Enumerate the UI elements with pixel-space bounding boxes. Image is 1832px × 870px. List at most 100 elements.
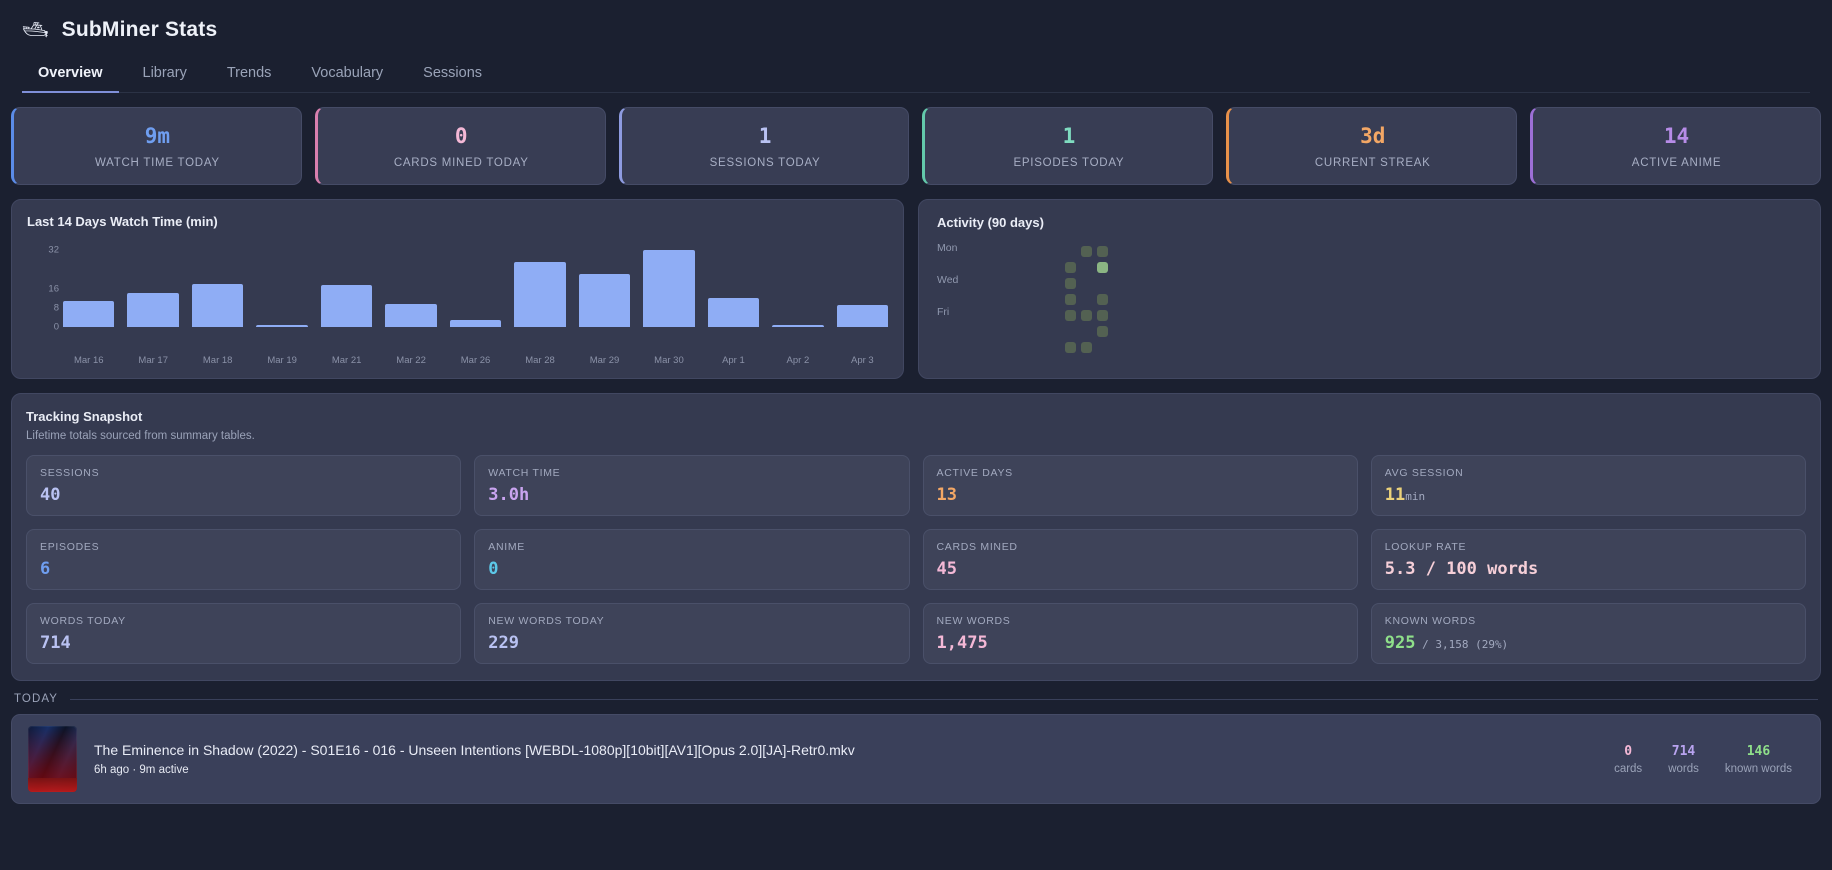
snapshot-cell-new-words: NEW WORDS 1,475 — [922, 603, 1358, 665]
bar — [707, 298, 760, 328]
heatmap-week-column — [1097, 246, 1108, 353]
heatmap-cell[interactable] — [1065, 310, 1076, 322]
y-tick-label: 0 — [53, 321, 59, 333]
tab-vocabulary[interactable]: Vocabulary — [311, 65, 384, 81]
bar — [385, 304, 437, 328]
heatmap-cell[interactable] — [1097, 326, 1108, 338]
heatmap-cell[interactable] — [1065, 326, 1076, 337]
heatmap-cell[interactable] — [1065, 342, 1076, 354]
snapshot-cell-primary: 229 — [488, 633, 519, 654]
episode-thumbnail — [28, 726, 77, 793]
bar-column[interactable] — [385, 245, 437, 328]
episode-stat-value: 714 — [1671, 743, 1696, 759]
snapshot-cell-value: 5.3 / 100 words — [1385, 561, 1792, 578]
tab-sessions[interactable]: Sessions — [423, 65, 483, 81]
episode-stats: 0 cards 714 words 146 known words — [1614, 744, 1804, 775]
bar-column[interactable] — [256, 245, 308, 328]
heatmap-cell[interactable] — [1065, 246, 1076, 257]
snapshot-cell-primary: 714 — [40, 633, 71, 654]
snapshot-title: Tracking Snapshot — [26, 409, 143, 425]
snapshot-cell-value: 229 — [488, 635, 895, 652]
tab-trends[interactable]: Trends — [226, 65, 272, 81]
x-tick-label: Apr 1 — [722, 355, 745, 367]
snapshot-cell-value: 13 — [937, 487, 1344, 504]
snapshot-cell-primary: 3.0h — [488, 485, 530, 506]
tab-library[interactable]: Library — [142, 65, 187, 81]
bar — [514, 261, 566, 328]
episode-title: The Eminence in Shadow (2022) - S01E16 -… — [94, 742, 855, 759]
heatmap-cell[interactable] — [1081, 246, 1092, 258]
bar-column[interactable] — [63, 245, 115, 328]
bar-column[interactable] — [772, 245, 824, 328]
episode-stat-value: 0 — [1624, 743, 1633, 759]
page-title: SubMiner Stats — [61, 18, 218, 41]
x-tick-label: Mar 18 — [202, 355, 233, 367]
snapshot-cell-label: LOOKUP RATE — [1384, 541, 1467, 554]
episode-stat-value: 146 — [1746, 743, 1771, 759]
kpi-row: 9m WATCH TIME TODAY 0 CARDS MINED TODAY 1 SES… — [0, 93, 1832, 186]
watch-time-chart-panel: Last 14 Days Watch Time (min) 32 16 8 0 Mar… — [11, 199, 904, 380]
snapshot-cell-anime: ANIME 0 — [474, 529, 910, 591]
kpi-label: SESSIONS TODAY — [709, 157, 821, 170]
snapshot-cell-episodes: EPISODES 6 — [26, 529, 462, 591]
bar-column[interactable] — [191, 245, 244, 328]
bar-column[interactable] — [707, 245, 760, 328]
bar-column[interactable] — [514, 245, 566, 328]
heatmap-cell[interactable] — [1097, 294, 1108, 306]
snapshot-cell-value: 1,475 — [937, 635, 1344, 652]
activity-heatmap: Mon Wed Fri — [937, 242, 1802, 354]
kpi-card-sessions-today: 1 SESSIONS TODAY — [618, 107, 910, 186]
heatmap-cell[interactable] — [1081, 342, 1092, 354]
bar — [578, 274, 631, 328]
heatmap-cell[interactable] — [1081, 310, 1092, 322]
snapshot-cell-value: 0 — [488, 561, 895, 578]
bar-column[interactable] — [578, 245, 631, 328]
x-tick-label: Mar 19 — [267, 355, 297, 367]
heatmap-cell[interactable] — [1097, 246, 1108, 258]
heatmap-cell[interactable] — [1081, 294, 1092, 305]
heatmap-cell[interactable] — [1097, 342, 1108, 353]
heatmap-cell[interactable] — [1065, 262, 1076, 274]
x-tick-label: Apr 2 — [786, 355, 810, 367]
heatmap-week-column — [1065, 246, 1076, 354]
heatmap-cell[interactable] — [1097, 262, 1108, 274]
heatmap-cell[interactable] — [1081, 262, 1092, 273]
snapshot-cell-value: 925 / 3,158 (29%) — [1385, 635, 1792, 652]
tab-overview[interactable]: Overview — [22, 57, 119, 93]
snapshot-cell-value: 3.0h — [488, 487, 895, 504]
snapshot-cell-label: CARDS MINED — [936, 541, 1018, 554]
heatmap-cell[interactable] — [1065, 278, 1076, 290]
snapshot-cell-primary: 11 — [1384, 485, 1406, 506]
bar-column[interactable] — [449, 245, 502, 328]
episode-stat: 146 known words — [1725, 744, 1792, 775]
snapshot-cell-avg-session: AVG SESSION 11min — [1370, 455, 1806, 517]
bar-column[interactable] — [836, 245, 889, 328]
kpi-card-current-streak: 3d CURRENT STREAK — [1226, 107, 1518, 186]
heatmap-cell[interactable] — [1097, 278, 1108, 289]
heatmap-cell[interactable] — [1081, 278, 1092, 289]
kpi-value: 0 — [454, 124, 468, 148]
x-tick-label: Mar 16 — [73, 355, 104, 367]
x-tick-label: Mar 30 — [654, 355, 684, 367]
snapshot-cell-label: EPISODES — [40, 541, 100, 554]
bar — [256, 324, 308, 328]
bar-column[interactable] — [643, 245, 695, 328]
snapshot-cell-label: NEW WORDS TODAY — [488, 615, 605, 628]
x-tick-label: Mar 26 — [460, 355, 491, 367]
kpi-value: 1 — [1062, 124, 1076, 148]
heatmap-cell[interactable] — [1081, 326, 1092, 337]
chart-title: Last 14 Days Watch Time (min) — [27, 214, 218, 230]
bar-column[interactable] — [320, 245, 373, 328]
heatmap-cell[interactable] — [1097, 310, 1108, 322]
heatmap-day-labels: Mon Wed Fri — [937, 242, 1065, 346]
heatmap-week-column — [1081, 246, 1092, 354]
snapshot-cell-label: SESSIONS — [40, 467, 100, 480]
bar-column[interactable] — [127, 245, 179, 328]
heatmap-day-label: Mon — [937, 242, 958, 255]
submarine-icon: 🛥 — [22, 18, 49, 42]
episode-stat-label: words — [1668, 762, 1699, 775]
bar — [643, 249, 695, 328]
bar — [191, 283, 244, 328]
today-activity-row[interactable]: The Eminence in Shadow (2022) - S01E16 -… — [11, 714, 1821, 805]
heatmap-cell[interactable] — [1065, 294, 1076, 306]
